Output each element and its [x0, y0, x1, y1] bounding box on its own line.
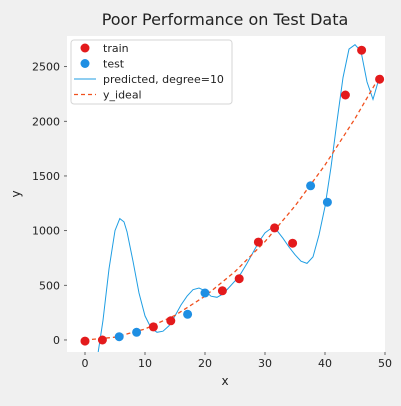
data-point-0-6 [253, 237, 263, 247]
y-tick-label-4: 2000 [32, 115, 60, 128]
x-tick-label-1: 10 [138, 357, 152, 370]
data-point-0-7 [270, 223, 280, 233]
legend: train test predicted, degree=10 y_ideal [70, 39, 233, 105]
data-point-1-0 [114, 332, 124, 342]
legend-label-3: y_ideal [103, 89, 142, 102]
y-tick-label-3: 1500 [32, 170, 60, 183]
y-tick-label-0: 0 [53, 334, 60, 347]
data-point-0-0 [80, 336, 90, 346]
x-tick-label-5: 50 [378, 357, 392, 370]
y-tick-label-5: 2500 [32, 61, 60, 74]
data-point-0-10 [357, 45, 367, 55]
data-point-0-2 [148, 322, 158, 332]
data-point-0-5 [234, 274, 244, 284]
legend-label-0: train [103, 42, 129, 55]
data-point-0-8 [288, 238, 298, 248]
legend-marker-1 [80, 59, 90, 68]
data-point-0-9 [340, 90, 350, 100]
legend-frame [70, 39, 233, 105]
x-tick-label-0: 0 [82, 357, 89, 370]
x-axis-label: x [221, 374, 228, 388]
x-tick-label-2: 20 [198, 357, 212, 370]
data-point-1-3 [200, 288, 210, 298]
data-point-0-1 [97, 335, 107, 345]
y-tick-label-2: 1000 [32, 225, 60, 238]
data-point-0-3 [166, 316, 176, 326]
series-line-2 [97, 44, 380, 352]
data-point-1-5 [322, 197, 332, 207]
y-axis: 0 500 1000 1500 2000 2500 [32, 61, 67, 347]
data-point-1-1 [132, 327, 142, 337]
data-point-0-11 [375, 74, 385, 84]
x-tick-label-3: 30 [258, 357, 272, 370]
data-point-0-4 [217, 286, 227, 296]
chart-title: Poor Performance on Test Data [102, 10, 349, 29]
y-axis-label: y [9, 190, 23, 197]
legend-label-1: test [103, 58, 125, 71]
x-tick-label-4: 40 [318, 357, 332, 370]
x-axis: 0 10 20 30 40 50 [82, 352, 392, 370]
data-point-1-2 [183, 309, 193, 319]
y-tick-label-1: 500 [39, 279, 60, 292]
plot-content [80, 44, 385, 352]
legend-marker-0 [80, 43, 90, 53]
data-point-1-4 [306, 181, 316, 191]
legend-label-2: predicted, degree=10 [103, 73, 224, 86]
